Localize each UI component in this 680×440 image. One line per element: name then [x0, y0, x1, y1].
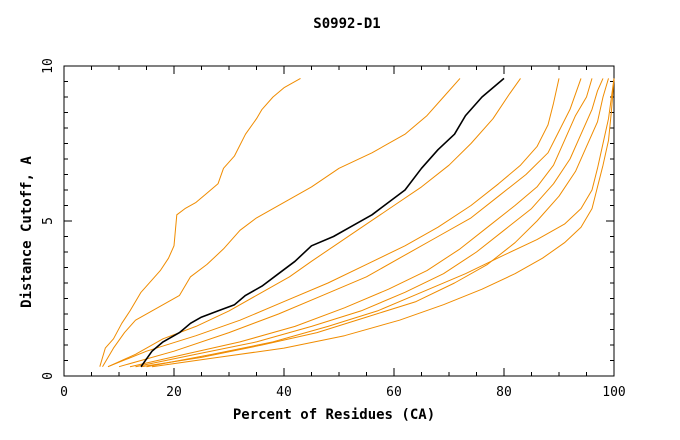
x-tick-label: 40: [276, 385, 292, 400]
series-line-model-8: [135, 78, 604, 368]
series-line-model-7: [129, 78, 593, 368]
series-layer: [99, 77, 615, 368]
axis-ticks: 0 20 40 60 80 100 0 5 10: [41, 58, 626, 400]
series-line-model-3: [140, 77, 505, 368]
plot-frame: [63, 65, 615, 377]
y-tick-label: 5: [41, 217, 56, 225]
series-line-model-2: [102, 78, 461, 367]
series-line-model-10: [146, 78, 615, 368]
x-axis-label: Percent of Residues (CA): [233, 407, 435, 423]
x-tick-label: 100: [602, 385, 625, 400]
series-line-model-9: [140, 78, 609, 368]
series-line-model-5: [107, 78, 560, 368]
y-tick-label: 10: [41, 58, 56, 74]
y-axis-label: Distance Cutoff, A: [19, 156, 35, 308]
x-tick-label: 0: [60, 385, 68, 400]
series-line-model-6: [118, 78, 582, 368]
x-tick-label: 80: [496, 385, 512, 400]
chart-title: S0992-D1: [313, 16, 380, 32]
x-tick-label: 60: [386, 385, 402, 400]
series-line-model-1: [99, 77, 301, 367]
y-tick-label: 0: [41, 372, 56, 380]
series-line-model-4: [107, 78, 521, 368]
x-tick-label: 20: [166, 385, 182, 400]
series-line-model-11: [151, 78, 615, 368]
